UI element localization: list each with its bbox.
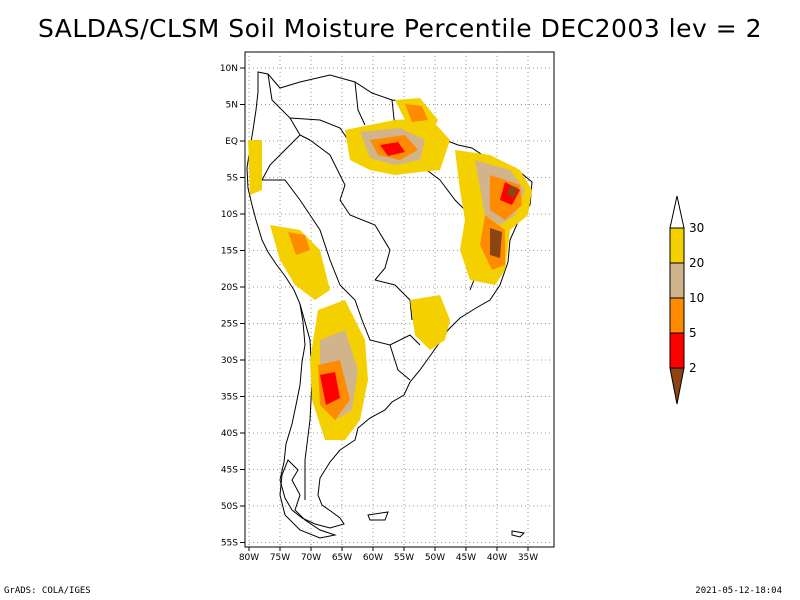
colorbar-label: 20 xyxy=(689,256,704,270)
latitude-label: 10S xyxy=(221,210,238,220)
longitude-label: 80W xyxy=(239,553,259,563)
latitude-label: 5N xyxy=(226,101,238,111)
longitude-label: 35W xyxy=(518,553,538,563)
longitude-label: 45W xyxy=(456,553,476,563)
latitude-label: 35S xyxy=(221,393,238,403)
latitude-label: 55S xyxy=(221,539,238,549)
colorbar-label: 30 xyxy=(689,221,704,235)
colorbar-label: 10 xyxy=(689,291,704,305)
colorbar-bottom-triangle xyxy=(669,367,685,405)
footer-credit: GrADS: COLA/IGES xyxy=(4,586,91,596)
longitude-label: 60W xyxy=(363,553,383,563)
latitude-label: 15S xyxy=(221,247,238,257)
colorbar-box xyxy=(669,262,685,299)
map-gridlines xyxy=(245,52,554,547)
colorbar-box xyxy=(669,227,685,264)
percentile-shading xyxy=(248,98,532,440)
latitude-label: EQ xyxy=(225,137,238,147)
latitude-label: 20S xyxy=(221,283,238,293)
colorbar-label: 2 xyxy=(689,361,697,375)
longitude-labels: 80W 75W 70W 65W 60W 55W 50W 45W 40W 35W xyxy=(239,547,538,563)
map-title: SALDAS/CLSM Soil Moisture Percentile DEC… xyxy=(37,14,763,43)
latitude-label: 45S xyxy=(221,466,238,476)
longitude-label: 70W xyxy=(301,553,321,563)
colorbar-label: 5 xyxy=(689,326,697,340)
colorbar-box xyxy=(669,332,685,369)
colorbar-top-triangle xyxy=(669,195,685,229)
footer-timestamp: 2021-05-12-18:04 xyxy=(695,586,782,596)
longitude-label: 65W xyxy=(332,553,352,563)
latitude-label: 40S xyxy=(221,429,238,439)
longitude-label: 40W xyxy=(487,553,507,563)
latitude-label: 50S xyxy=(221,502,238,512)
longitude-label: 55W xyxy=(394,553,414,563)
colorbar-box xyxy=(669,297,685,334)
latitude-label: 25S xyxy=(221,320,238,330)
latitude-label: 10N xyxy=(220,64,238,74)
longitude-label: 75W xyxy=(270,553,290,563)
longitude-label: 50W xyxy=(425,553,445,563)
tierra-del-fuego xyxy=(279,459,526,539)
latitude-labels: 10N 5N EQ 5S 10S 15S 20S 25S 30S 35S 40S 45S 50S 55S xyxy=(220,64,245,549)
latitude-label: 30S xyxy=(221,356,238,366)
colorbar: 30 20 10 5 2 xyxy=(669,195,704,405)
latitude-label: 5S xyxy=(227,174,239,184)
